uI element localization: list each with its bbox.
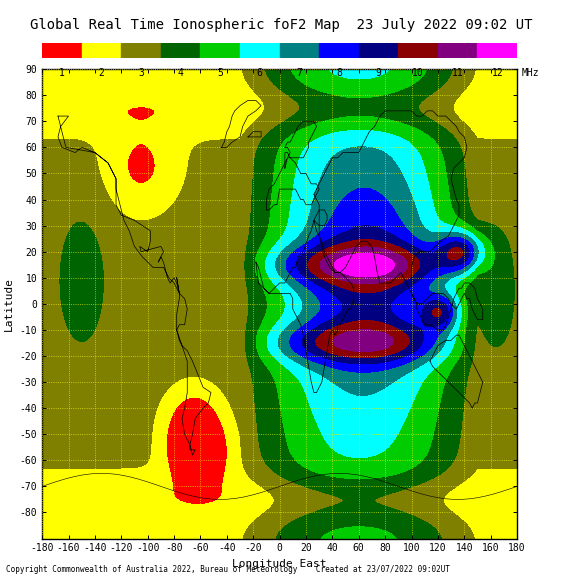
- Bar: [398, 43, 438, 58]
- Text: 12: 12: [491, 68, 503, 78]
- Bar: [201, 43, 240, 58]
- Bar: [359, 43, 398, 58]
- Text: 4: 4: [178, 68, 184, 78]
- Bar: [319, 43, 359, 58]
- Text: 3: 3: [138, 68, 144, 78]
- Bar: [42, 43, 81, 58]
- Text: 5: 5: [217, 68, 223, 78]
- Text: 1: 1: [59, 68, 65, 78]
- Bar: [121, 43, 161, 58]
- Text: 11: 11: [452, 68, 464, 78]
- Text: Copyright Commonwealth of Australia 2022, Bureau of Meteorology    Created at 23: Copyright Commonwealth of Australia 2022…: [6, 565, 450, 574]
- Text: MHz: MHz: [522, 68, 539, 78]
- Text: 10: 10: [413, 68, 424, 78]
- Bar: [81, 43, 121, 58]
- Text: 2: 2: [98, 68, 105, 78]
- Bar: [161, 43, 201, 58]
- Y-axis label: Latitude: Latitude: [4, 277, 14, 331]
- Bar: [240, 43, 279, 58]
- Text: 9: 9: [375, 68, 382, 78]
- Text: 8: 8: [336, 68, 342, 78]
- Text: Global Real Time Ionospheric foF2 Map  23 July 2022 09:02 UT: Global Real Time Ionospheric foF2 Map 23…: [30, 18, 532, 32]
- Text: 6: 6: [257, 68, 263, 78]
- Bar: [279, 43, 319, 58]
- X-axis label: Longitude East: Longitude East: [232, 559, 327, 569]
- Text: 7: 7: [296, 68, 302, 78]
- Bar: [478, 43, 517, 58]
- Bar: [438, 43, 478, 58]
